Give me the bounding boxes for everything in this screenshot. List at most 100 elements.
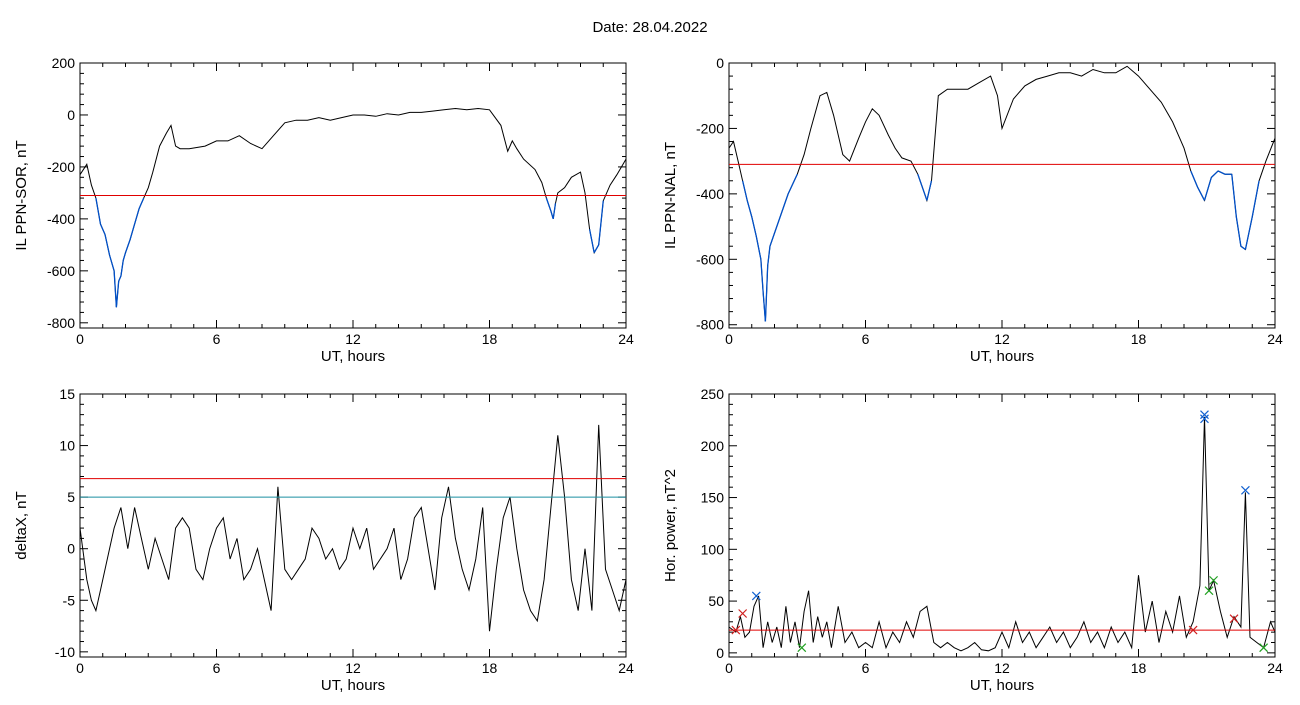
highlight-segment	[129, 223, 136, 240]
y-tick-label: 10	[59, 438, 75, 454]
highlight-segment	[593, 244, 600, 253]
x-tick-label: 0	[76, 660, 84, 676]
y-tick-label: -800	[47, 315, 75, 331]
y-tick-label: 15	[59, 386, 75, 402]
marker-green	[1204, 586, 1214, 596]
x-tick-label: 18	[1131, 660, 1147, 676]
y-axis-label: deltaX, nT	[13, 491, 30, 559]
y-tick-label: -200	[696, 120, 724, 136]
y-tick-label: 0	[716, 55, 724, 71]
marker-stroke	[1229, 614, 1239, 624]
highlight-segment	[1210, 170, 1219, 178]
highlight-segment	[1231, 174, 1237, 217]
highlight-segment	[773, 213, 782, 234]
y-tick-label: -800	[696, 317, 724, 333]
highlight-segment	[769, 232, 776, 247]
y-tick-label: 250	[701, 386, 725, 402]
x-tick-label: 18	[482, 331, 498, 347]
highlight-segment	[1235, 216, 1242, 247]
highlight-segment	[746, 200, 753, 217]
y-tick-label: 50	[708, 593, 724, 609]
y-tick-label: -400	[696, 186, 724, 202]
marker-blue	[1241, 485, 1250, 495]
y-axis-label: IL PPN-SOR, nT	[13, 140, 30, 250]
y-tick-label: 100	[701, 541, 725, 557]
highlight-segment	[115, 281, 120, 308]
marker-stroke	[1259, 643, 1269, 653]
highlight-segment	[133, 208, 140, 225]
highlight-segment	[545, 197, 552, 212]
x-tick-label: 6	[213, 660, 221, 676]
chart-sor: 0 6 12 18 24 -800 -600 -400 -200 0 200 UT, hours IL …	[13, 55, 634, 365]
x-tick-label: 12	[994, 660, 1010, 676]
date-title: Date: 28.04.2022	[592, 19, 708, 36]
y-tick-label: 200	[52, 55, 76, 71]
marker-stroke	[751, 591, 761, 601]
highlight-segment	[751, 216, 757, 237]
x-tick-label: 6	[862, 660, 870, 676]
plot-frame	[79, 393, 627, 658]
series-line	[79, 424, 627, 632]
highlight-segment	[926, 180, 933, 201]
highlight-segment	[95, 197, 102, 225]
highlight-segment	[108, 255, 115, 272]
series-line	[728, 65, 1276, 322]
marker-stroke	[797, 643, 807, 653]
highlight-segment	[138, 197, 145, 209]
highlight-segment	[760, 259, 764, 293]
marker-red	[1188, 625, 1198, 635]
x-tick-label: 0	[725, 660, 733, 676]
x-tick-label: 0	[725, 331, 733, 347]
highlight-segment	[113, 270, 118, 308]
highlight-segment	[598, 200, 604, 245]
x-tick-label: 24	[1267, 660, 1283, 676]
marker-green	[1209, 575, 1218, 585]
highlight-segment	[552, 203, 557, 219]
x-tick-label: 24	[618, 331, 634, 347]
highlight-segment	[1217, 170, 1226, 175]
x-tick-label: 24	[618, 660, 634, 676]
marker-red	[1229, 614, 1239, 624]
y-tick-label: -10	[55, 644, 75, 660]
highlight-segment	[120, 260, 124, 277]
marker-red	[738, 609, 748, 618]
x-tick-label: 6	[862, 331, 870, 347]
y-tick-label: -600	[696, 251, 724, 267]
highlight-segment	[917, 174, 923, 188]
chart-power: 0 6 12 18 24 0 50 100 150 200 250 UT, hours Hor. pow…	[662, 386, 1283, 694]
highlight-segment	[921, 187, 928, 201]
marker-stroke	[738, 609, 748, 618]
marker-blue	[1200, 410, 1209, 420]
marker-stroke	[1188, 625, 1198, 635]
x-axis-label: UT, hours	[321, 348, 385, 365]
series-line	[79, 107, 627, 308]
y-tick-label: -200	[47, 159, 75, 175]
highlight-segment	[787, 173, 798, 195]
highlight-segment	[122, 252, 127, 261]
highlight-segment	[1190, 170, 1199, 188]
highlight-segment	[1197, 187, 1206, 201]
x-tick-label: 24	[1267, 331, 1283, 347]
x-tick-label: 12	[994, 331, 1010, 347]
plot-frame	[728, 62, 1276, 329]
x-tick-label: 12	[345, 331, 361, 347]
marker-red	[731, 625, 741, 635]
highlight-segment	[780, 193, 789, 214]
highlight-segment	[104, 234, 111, 256]
highlight-segment	[99, 223, 106, 235]
y-tick-label: 0	[67, 107, 75, 123]
highlight-segment	[1244, 216, 1253, 250]
marker-blue	[1200, 414, 1209, 424]
chart-nal: 0 6 12 18 24 -800 -600 -400 -200 0 UT, hours IL PPN…	[662, 55, 1283, 365]
marker-stroke	[1200, 410, 1209, 420]
marker-green	[797, 643, 807, 653]
highlight-segment	[124, 239, 131, 253]
highlight-segment	[588, 229, 595, 253]
x-tick-label: 18	[1131, 331, 1147, 347]
highlight-segment	[118, 275, 122, 282]
x-tick-label: 18	[482, 660, 498, 676]
marker-blue	[751, 591, 761, 601]
x-tick-label: 6	[213, 331, 221, 347]
y-axis-label: Hor. power, nT^2	[662, 469, 679, 582]
